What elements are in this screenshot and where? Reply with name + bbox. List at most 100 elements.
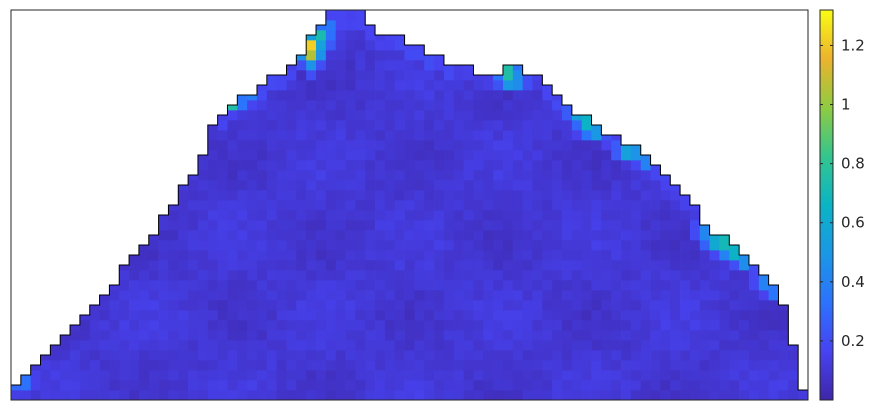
heatmap-cell [640, 200, 651, 211]
heatmap-cell [670, 250, 681, 261]
heatmap-cell [660, 330, 671, 341]
heatmap-cell [227, 370, 238, 381]
heatmap-cell [424, 70, 435, 81]
heatmap-cell [335, 40, 346, 51]
heatmap-cell [79, 390, 91, 401]
heatmap-cell [247, 220, 258, 231]
heatmap-cell [709, 300, 720, 311]
heatmap-cell [325, 140, 337, 151]
heatmap-cell [680, 260, 691, 271]
heatmap-cell [571, 380, 583, 391]
heatmap-cell [365, 140, 376, 151]
heatmap-cell [463, 270, 474, 281]
heatmap-cell [384, 390, 396, 401]
heatmap-cell [699, 310, 710, 321]
heatmap-cell [197, 230, 209, 241]
heatmap-cell [148, 330, 159, 341]
heatmap-cell [414, 300, 425, 311]
heatmap-cell [70, 325, 81, 331]
colorbar-tick-label: 0.8 [841, 155, 865, 173]
heatmap-cell [394, 170, 405, 181]
heatmap-cell [522, 140, 533, 151]
heatmap-cell [355, 50, 366, 61]
heatmap-cell [758, 340, 769, 351]
heatmap-cell [709, 290, 720, 301]
heatmap-cell [138, 350, 150, 361]
heatmap-cell [680, 360, 691, 371]
heatmap-cell [434, 380, 445, 391]
heatmap-cell [650, 260, 661, 271]
heatmap-cell [237, 360, 248, 371]
heatmap-cell [709, 250, 720, 261]
heatmap-cell [345, 180, 356, 191]
heatmap-cell [650, 165, 661, 171]
heatmap-cell [99, 310, 110, 321]
heatmap-cell [502, 250, 514, 261]
heatmap-cell [591, 140, 602, 151]
heatmap-cell [394, 120, 405, 131]
heatmap-cell [689, 205, 701, 211]
heatmap-cell [463, 130, 474, 141]
heatmap-cell [493, 250, 504, 261]
heatmap-cell [729, 300, 740, 311]
heatmap-cell [591, 380, 602, 391]
heatmap-cell [247, 310, 258, 321]
heatmap-cell [630, 360, 642, 371]
heatmap-cell [256, 350, 268, 361]
heatmap-cell [463, 180, 474, 191]
heatmap-cell [650, 250, 661, 261]
heatmap-cell [581, 310, 592, 321]
heatmap-cell [768, 340, 779, 351]
heatmap-cell [247, 180, 258, 191]
heatmap-cell [443, 170, 455, 181]
heatmap-cell [70, 350, 81, 361]
heatmap-cell [640, 370, 651, 381]
heatmap-cell [365, 240, 376, 251]
heatmap-cell [404, 120, 415, 131]
heatmap-cell [621, 350, 632, 361]
heatmap-cell [522, 350, 533, 361]
heatmap-cell [748, 380, 760, 391]
heatmap-cell [404, 130, 415, 141]
heatmap-cell [788, 345, 799, 351]
heatmap-cell [375, 380, 386, 391]
heatmap-cell [237, 160, 248, 171]
heatmap-cell [434, 60, 445, 71]
heatmap-cell [188, 290, 199, 301]
heatmap-cell [542, 180, 553, 191]
heatmap-cell [778, 350, 789, 361]
heatmap-cell [316, 320, 327, 331]
heatmap-cell [256, 100, 268, 111]
heatmap-cell [532, 240, 543, 251]
heatmap-cell [699, 330, 710, 341]
heatmap-cell [502, 190, 514, 201]
heatmap-cell [778, 370, 789, 381]
heatmap-cell [601, 140, 612, 151]
heatmap-cell [473, 300, 484, 311]
heatmap-cell [197, 160, 209, 171]
heatmap-cell [325, 90, 337, 101]
heatmap-cell [129, 370, 140, 381]
heatmap-cell [473, 220, 484, 231]
heatmap-cell [355, 380, 366, 391]
heatmap-cell [296, 90, 307, 101]
heatmap-cell [335, 210, 346, 221]
heatmap-cell [483, 110, 494, 121]
heatmap-cell [404, 100, 415, 111]
heatmap-cell [463, 210, 474, 221]
heatmap-cell [768, 360, 779, 371]
heatmap-cell [621, 300, 632, 311]
heatmap-cell [306, 380, 317, 391]
heatmap-cell [424, 290, 435, 301]
heatmap-cell [571, 280, 583, 291]
heatmap-cell [502, 300, 514, 311]
heatmap-cell [168, 220, 179, 231]
heatmap-cell [512, 310, 523, 321]
heatmap-cell [345, 220, 356, 231]
heatmap-cell [247, 200, 258, 211]
heatmap-cell [719, 290, 730, 301]
heatmap-cell [276, 250, 287, 261]
heatmap-cell [237, 230, 248, 241]
heatmap-cell [306, 180, 317, 191]
heatmap-cell [562, 260, 573, 271]
